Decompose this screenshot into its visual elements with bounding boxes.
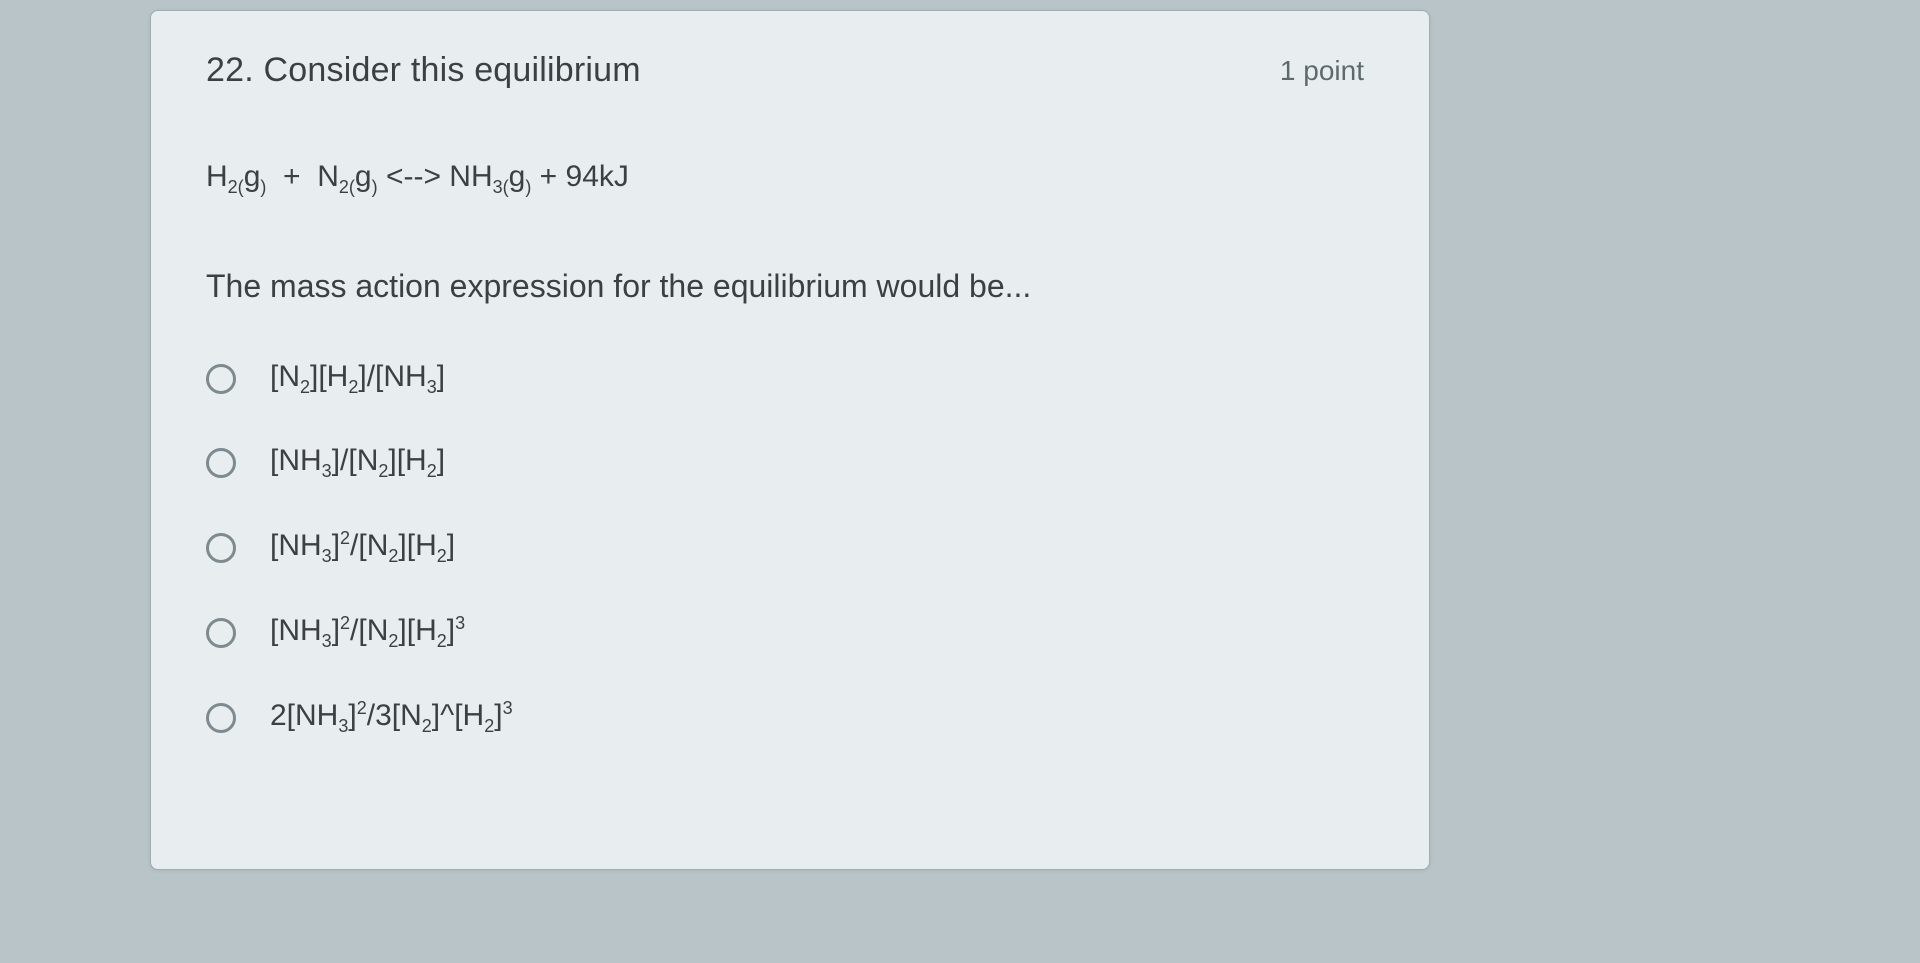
option-row[interactable]: [NH3]2/[N2][H2] [206, 528, 1374, 567]
question-prompt: The mass action expression for the equil… [206, 268, 1374, 305]
radio-icon[interactable] [206, 448, 236, 478]
radio-icon[interactable] [206, 703, 236, 733]
radio-icon[interactable] [206, 364, 236, 394]
question-number: 22. [206, 51, 254, 89]
radio-icon[interactable] [206, 533, 236, 563]
question-title: 22. Consider this equilibrium [206, 51, 641, 90]
option-text: [NH3]2/[N2][H2]3 [270, 613, 465, 652]
options-list: [N2][H2]/[NH3] [NH3]/[N2][H2] [NH3]2/[N2… [206, 360, 1374, 737]
question-card: 22. Consider this equilibrium 1 point H2… [150, 10, 1430, 870]
option-row[interactable]: 2[NH3]2/3[N2]^[H2]3 [206, 698, 1374, 737]
option-row[interactable]: [N2][H2]/[NH3] [206, 360, 1374, 398]
question-title-text: Consider this equilibrium [264, 51, 641, 89]
option-text: [NH3]2/[N2][H2] [270, 528, 455, 567]
option-row[interactable]: [NH3]/[N2][H2] [206, 444, 1374, 482]
equation-text: H2(g) + N2(g) <--> NH3(g) + 94kJ [206, 160, 1374, 198]
radio-icon[interactable] [206, 618, 236, 648]
option-text: 2[NH3]2/3[N2]^[H2]3 [270, 698, 513, 737]
option-row[interactable]: [NH3]2/[N2][H2]3 [206, 613, 1374, 652]
option-text: [NH3]/[N2][H2] [270, 444, 445, 482]
option-text: [N2][H2]/[NH3] [270, 360, 445, 398]
points-label: 1 point [1280, 55, 1364, 87]
question-header: 22. Consider this equilibrium 1 point [206, 51, 1374, 90]
